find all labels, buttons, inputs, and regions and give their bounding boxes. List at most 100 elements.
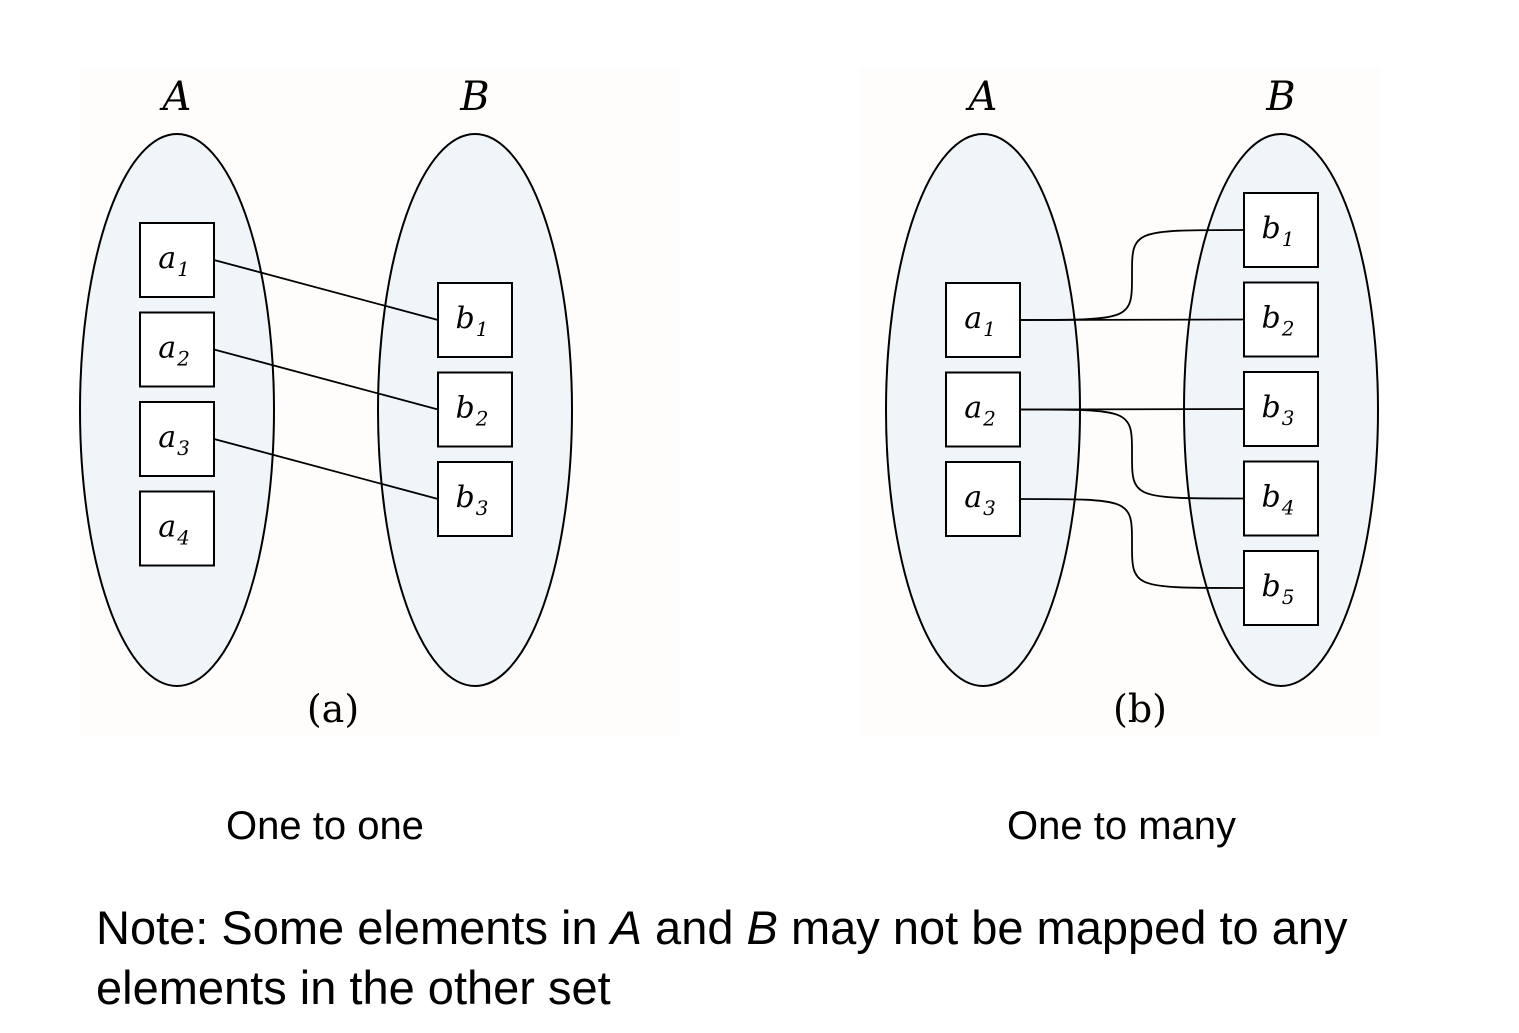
element-b3: b3: [1243, 371, 1319, 447]
element-label: a1: [964, 301, 996, 341]
element-a3: a3: [945, 461, 1021, 537]
note-prefix: Note: Some elements in: [96, 901, 611, 954]
note-suffix: may not be mapped to any elements in the…: [96, 901, 1348, 1014]
caption-one-to-one: One to one: [226, 804, 424, 848]
element-label: b3: [456, 480, 489, 520]
element-a2: a2: [139, 311, 215, 388]
element-base: b: [1262, 390, 1281, 425]
element-a3: a3: [139, 401, 215, 477]
mapping-edge-a1-b2: [1019, 318, 1245, 321]
element-a2: a2: [945, 371, 1021, 448]
element-base: a: [158, 510, 176, 545]
element-subscript: 3: [476, 496, 489, 520]
element-subscript: 4: [176, 526, 190, 550]
element-label: b1: [1262, 211, 1295, 251]
element-subscript: 1: [983, 317, 996, 341]
mapping-edges: [213, 259, 439, 500]
element-box: [1243, 460, 1319, 537]
element-subscript: 1: [1282, 227, 1295, 251]
element-box: [139, 222, 215, 298]
element-b4: b4: [1243, 460, 1319, 537]
element-a4: a4: [139, 490, 215, 567]
element-box: [1243, 281, 1319, 358]
element-base: a: [158, 241, 176, 276]
element-subscript: 2: [176, 347, 190, 371]
element-b1: b1: [437, 282, 513, 358]
element-box: [1243, 550, 1319, 626]
element-subscript: 3: [177, 436, 190, 460]
mapping-edge-a3-b3: [213, 438, 439, 500]
mapping-edge-a2-b2: [213, 348, 439, 411]
element-base: b: [456, 301, 475, 336]
note-set-b: B: [746, 901, 778, 954]
element-a1: a1: [945, 282, 1021, 358]
mapping-edge-a1-b1: [213, 259, 439, 321]
element-subscript: 2: [475, 407, 489, 431]
element-base: a: [964, 480, 982, 515]
element-subscript: 5: [1282, 585, 1295, 609]
mapping-edge-a3-b5: [1019, 498, 1245, 589]
element-base: b: [1262, 211, 1281, 246]
panel-sublabel: (a): [307, 687, 359, 731]
element-label: b3: [1262, 390, 1295, 430]
element-box: [437, 371, 513, 448]
set-a-label: A: [159, 74, 192, 120]
element-label: b2: [1262, 301, 1295, 341]
mapping-edge-a2-b4: [1019, 408, 1245, 500]
caption-one-to-many: One to many: [1007, 804, 1237, 848]
element-box: [437, 461, 513, 537]
panel-sublabel: (b): [1113, 687, 1167, 731]
element-subscript: 2: [1281, 317, 1295, 341]
element-label: a3: [158, 420, 190, 460]
element-base: a: [964, 391, 982, 426]
element-label: b2: [456, 391, 489, 431]
element-label: a4: [158, 510, 190, 550]
element-base: a: [158, 420, 176, 455]
element-subscript: 1: [476, 317, 489, 341]
element-a1: a1: [139, 222, 215, 298]
element-b5: b5: [1243, 550, 1319, 626]
element-b1: b1: [1243, 192, 1319, 268]
element-base: a: [964, 301, 982, 336]
element-base: b: [1262, 569, 1281, 604]
element-base: b: [1262, 480, 1281, 515]
element-b2: b2: [1243, 281, 1319, 358]
set-a-label: A: [965, 74, 998, 120]
element-label: a3: [964, 480, 996, 520]
element-label: b4: [1262, 480, 1295, 520]
element-b2: b2: [437, 371, 513, 448]
set-b-label: B: [1265, 74, 1295, 120]
element-box: [945, 461, 1021, 537]
element-label: a2: [964, 391, 996, 431]
element-label: b1: [456, 301, 489, 341]
element-box: [139, 311, 215, 388]
element-box: [437, 282, 513, 358]
element-label: a1: [158, 241, 190, 281]
element-b3: b3: [437, 461, 513, 537]
element-box: [139, 401, 215, 477]
element-label: a2: [158, 331, 190, 371]
element-box: [139, 490, 215, 567]
note-set-a: A: [610, 901, 642, 954]
element-base: a: [158, 331, 176, 366]
mapping-edges: [1019, 229, 1245, 589]
element-subscript: 1: [177, 257, 190, 281]
element-box: [945, 371, 1021, 448]
element-subscript: 2: [982, 407, 996, 431]
element-box: [1243, 192, 1319, 268]
element-base: b: [456, 391, 475, 426]
element-box: [945, 282, 1021, 358]
element-base: b: [456, 480, 475, 515]
element-subscript: 3: [983, 496, 996, 520]
footnote: Note: Some elements in A and B may not b…: [96, 898, 1496, 1018]
element-base: b: [1262, 301, 1281, 336]
element-box: [1243, 371, 1319, 447]
element-subscript: 4: [1281, 496, 1295, 520]
